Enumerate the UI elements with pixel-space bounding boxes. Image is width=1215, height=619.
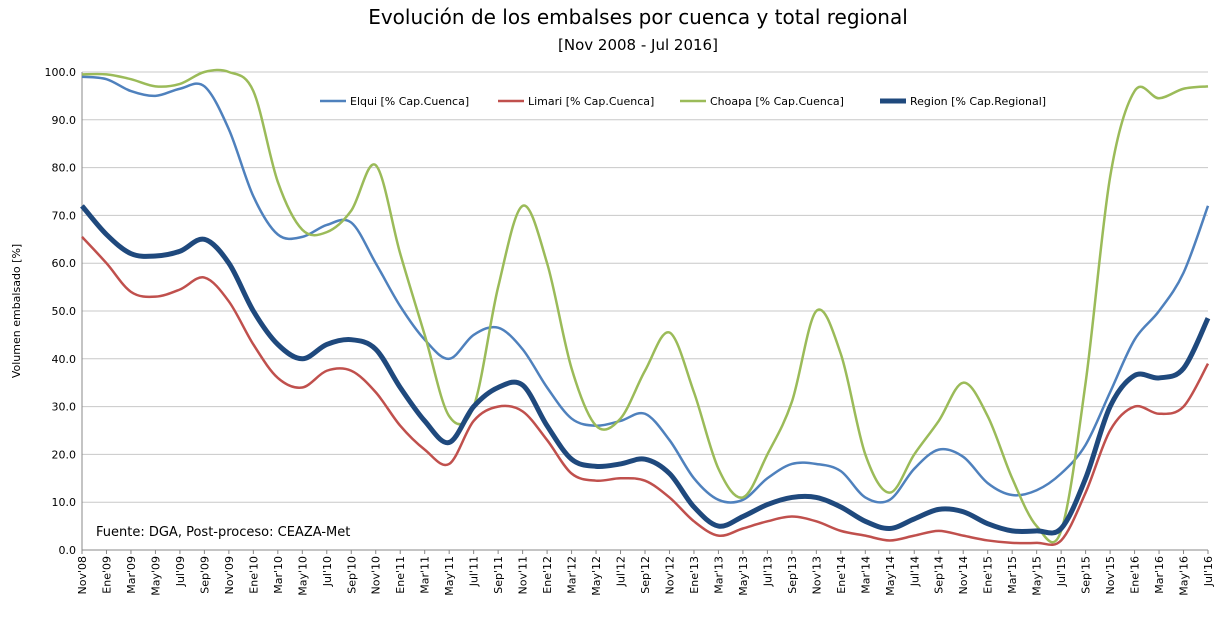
series-line [81, 236, 1210, 547]
x-tick-label: Mar'12 [566, 556, 579, 594]
x-tick-label: Nov'09 [223, 556, 236, 595]
series-line [81, 68, 1209, 544]
x-tick-label: Nov'13 [810, 556, 823, 595]
x-tick-label: Nov'11 [517, 556, 530, 595]
x-tick-label: Jul'09 [174, 556, 187, 587]
x-tick-label: Sep'11 [492, 556, 505, 594]
x-tick-label: Nov'14 [957, 556, 970, 595]
x-tick-label: Mar'14 [859, 556, 872, 594]
x-tick-label: Jul'13 [761, 556, 774, 587]
y-tick-label: 50.0 [52, 305, 77, 318]
x-tick-label: Mar'09 [125, 556, 138, 594]
x-tick-label: Ene'09 [100, 556, 113, 594]
x-tick-label: Ene'13 [688, 556, 701, 594]
x-tick-label: Sep'13 [786, 556, 799, 594]
x-tick-label: Nov'12 [663, 556, 676, 595]
x-tick-label: Mar'15 [1006, 556, 1019, 594]
x-tick-label: May'16 [1178, 556, 1191, 596]
x-tick-label: Mar'13 [712, 556, 725, 594]
series-line [80, 204, 1211, 536]
x-tick-label: Jul'16 [1202, 556, 1215, 587]
x-tick-label: Sep'10 [345, 556, 358, 594]
x-tick-label: Jul'15 [1055, 556, 1068, 587]
x-tick-label: Ene'14 [835, 556, 848, 594]
x-tick-label: Ene'16 [1129, 556, 1142, 594]
x-tick-label: Nov'10 [370, 556, 383, 595]
y-tick-label: 40.0 [52, 353, 77, 366]
x-tick-label: May'11 [443, 556, 456, 596]
x-tick-label: May'13 [737, 556, 750, 596]
x-tick-label: May'12 [590, 556, 603, 596]
x-tick-label: Nov'15 [1104, 556, 1117, 595]
series-line [81, 75, 1210, 504]
x-tick-label: Ene'15 [982, 556, 995, 594]
annotation: Fuente: DGA, Post-proceso: CEAZA-Met [96, 525, 350, 540]
x-tick-label: Sep'14 [933, 556, 946, 594]
y-tick-label: 60.0 [52, 257, 77, 270]
chart-title: Evolución de los embalses por cuenca y t… [368, 5, 908, 29]
x-tick-label: May'14 [884, 556, 897, 596]
x-tick-label: Jul'14 [908, 556, 921, 587]
x-tick-label: Ene'10 [247, 556, 260, 594]
legend-label: Choapa [% Cap.Cuenca] [710, 95, 844, 108]
x-tick-label: May'09 [149, 556, 162, 596]
legend-label: Limari [% Cap.Cuenca] [528, 95, 654, 108]
x-tick-label: Mar'10 [272, 556, 285, 594]
x-tick-label: Sep'12 [639, 556, 652, 594]
legend-label: Region [% Cap.Regional] [910, 95, 1046, 108]
x-tick-label: Ene'11 [394, 556, 407, 594]
x-tick-label: Jul'12 [615, 556, 628, 587]
y-axis-label: Volumen embalsado [%] [10, 244, 23, 378]
x-tick-label: May'15 [1031, 556, 1044, 596]
y-tick-label: 0.0 [59, 544, 77, 557]
legend-label: Elqui [% Cap.Cuenca] [350, 95, 469, 108]
x-tick-label: Jul'10 [321, 556, 334, 587]
y-tick-label: 10.0 [52, 496, 77, 509]
x-tick-label: Sep'15 [1080, 556, 1093, 594]
chart-subtitle: [Nov 2008 - Jul 2016] [558, 36, 718, 54]
x-tick-label: Mar'11 [419, 556, 432, 594]
y-tick-label: 30.0 [52, 401, 77, 414]
x-tick-label: Nov'08 [76, 556, 89, 595]
x-tick-label: Ene'12 [541, 556, 554, 594]
x-tick-label: Sep'09 [198, 556, 211, 594]
y-tick-label: 20.0 [52, 448, 77, 461]
x-tick-label: Mar'16 [1153, 556, 1166, 594]
y-tick-label: 100.0 [45, 66, 77, 79]
y-tick-label: 90.0 [52, 114, 77, 127]
x-tick-label: Jul'11 [468, 556, 481, 587]
y-tick-label: 80.0 [52, 162, 77, 175]
x-tick-label: May'10 [296, 556, 309, 596]
y-tick-label: 70.0 [52, 209, 77, 222]
